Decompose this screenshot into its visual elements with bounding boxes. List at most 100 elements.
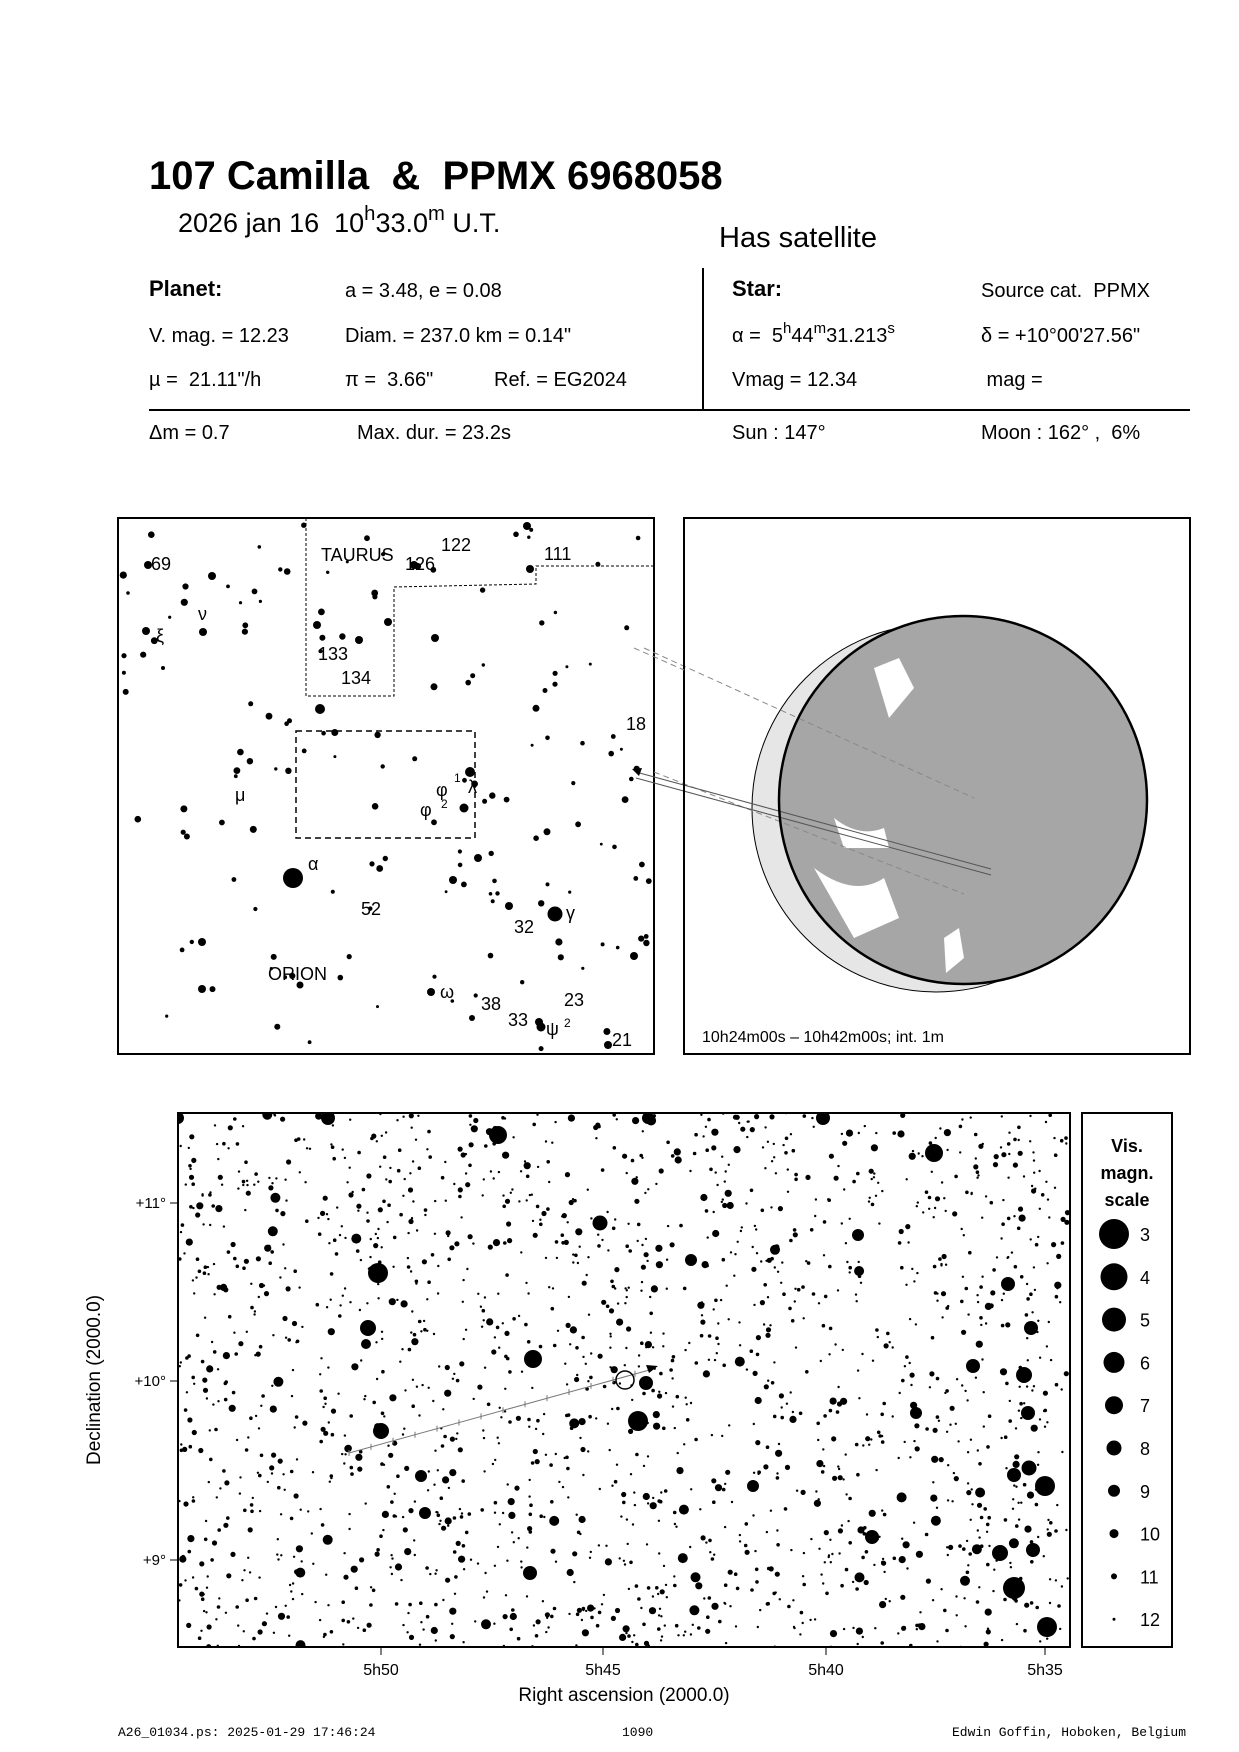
chart-star — [455, 1378, 460, 1383]
finder-star — [633, 876, 639, 881]
chart-star — [444, 1160, 447, 1164]
chart-star — [462, 1641, 465, 1644]
chart-star — [288, 1583, 292, 1587]
chart-star — [631, 1398, 634, 1402]
finder-star — [488, 850, 494, 857]
chart-star — [547, 1626, 550, 1629]
chart-star — [841, 1348, 844, 1352]
chart-star — [818, 1547, 821, 1550]
chart-star — [330, 1408, 337, 1414]
chart-star — [862, 1444, 865, 1447]
chart-star — [740, 1126, 746, 1132]
chart-star — [689, 1401, 693, 1405]
chart-star — [530, 1361, 534, 1365]
chart-star — [875, 1468, 878, 1472]
chart-star — [635, 1452, 639, 1457]
chart-star — [614, 1607, 621, 1614]
chart-star — [244, 1208, 247, 1212]
chart-star — [215, 1496, 218, 1499]
chart-star — [449, 1607, 457, 1615]
chart-star — [940, 1588, 943, 1591]
chart-star — [786, 1190, 790, 1193]
chart-star — [520, 1251, 523, 1254]
date-tz: U.T. — [444, 208, 501, 238]
chart-star — [1008, 1399, 1011, 1403]
chart-star — [881, 1560, 885, 1565]
chart-star — [581, 1629, 589, 1637]
chart-star — [946, 1553, 949, 1557]
chart-star — [492, 1177, 495, 1180]
finder-star — [600, 942, 605, 947]
chart-star — [905, 1283, 908, 1286]
chart-star — [291, 1320, 298, 1327]
finder-label: 32 — [514, 917, 534, 937]
chart-star — [212, 1403, 215, 1406]
finder-label: λ — [468, 777, 477, 797]
chart-star — [270, 1472, 274, 1475]
chart-star — [470, 1125, 478, 1133]
chart-star — [205, 1586, 209, 1589]
chart-star — [442, 1476, 450, 1484]
finder-star — [599, 842, 603, 846]
page-title: 107 Camilla & PPMX 6968058 — [149, 154, 723, 198]
chart-star — [539, 1514, 543, 1518]
chart-star — [552, 1343, 557, 1348]
chart-star — [711, 1145, 717, 1151]
chart-star — [784, 1464, 791, 1470]
chart-star — [206, 1575, 209, 1578]
chart-star — [675, 1525, 678, 1528]
chart-star — [228, 1404, 236, 1412]
chart-star — [974, 1365, 978, 1368]
chart-star — [248, 1571, 252, 1574]
chart-star — [558, 1480, 561, 1484]
chart-star — [264, 1244, 272, 1252]
chart-star — [864, 1550, 869, 1554]
chart-star — [366, 1622, 372, 1628]
chart-star — [772, 1142, 775, 1146]
chart-star — [817, 1498, 820, 1501]
chart-star — [729, 1251, 733, 1254]
chart-star — [840, 1583, 844, 1588]
chart-star — [625, 1171, 628, 1175]
chart-star — [848, 1271, 851, 1274]
chart-star — [343, 1156, 347, 1160]
chart-star — [417, 1319, 422, 1324]
chart-star — [291, 1582, 295, 1585]
chart-star — [625, 1518, 629, 1521]
chart-star — [305, 1219, 309, 1223]
chart-star — [1030, 1424, 1038, 1432]
chart-star — [298, 1286, 301, 1289]
chart-star — [907, 1241, 910, 1244]
chart-star — [295, 1545, 303, 1553]
chart-star — [407, 1611, 410, 1615]
finder-label: ω — [440, 982, 454, 1002]
chart-star — [831, 1552, 834, 1556]
star-dec: δ = +10°00'27.56" — [981, 325, 1141, 347]
chart-star — [337, 1392, 340, 1395]
chart-star — [720, 1200, 723, 1204]
chart-star — [551, 1141, 554, 1144]
chart-star — [528, 1495, 531, 1498]
chart-star — [957, 1440, 960, 1443]
chart-star — [892, 1131, 896, 1135]
chart-star — [350, 1565, 358, 1573]
chart-star — [226, 1573, 232, 1579]
chart-star — [794, 1177, 798, 1182]
chart-star — [659, 1589, 665, 1595]
legend-dot — [1112, 1617, 1116, 1621]
chart-star — [493, 1129, 499, 1136]
finder-star — [142, 627, 150, 635]
chart-star — [988, 1544, 991, 1548]
chart-star — [721, 1257, 726, 1262]
chart-star — [1006, 1142, 1011, 1146]
chart-star — [640, 1280, 644, 1284]
chart-star — [237, 1170, 241, 1173]
chart-star — [261, 1621, 267, 1627]
chart-star — [640, 1606, 643, 1610]
finder-star — [126, 591, 130, 595]
delta-mag: Δm = 0.7 — [149, 422, 230, 444]
chart-star — [523, 1160, 527, 1163]
chart-star — [501, 1511, 505, 1515]
chart-star — [512, 1136, 515, 1139]
chart-star — [640, 1264, 646, 1270]
